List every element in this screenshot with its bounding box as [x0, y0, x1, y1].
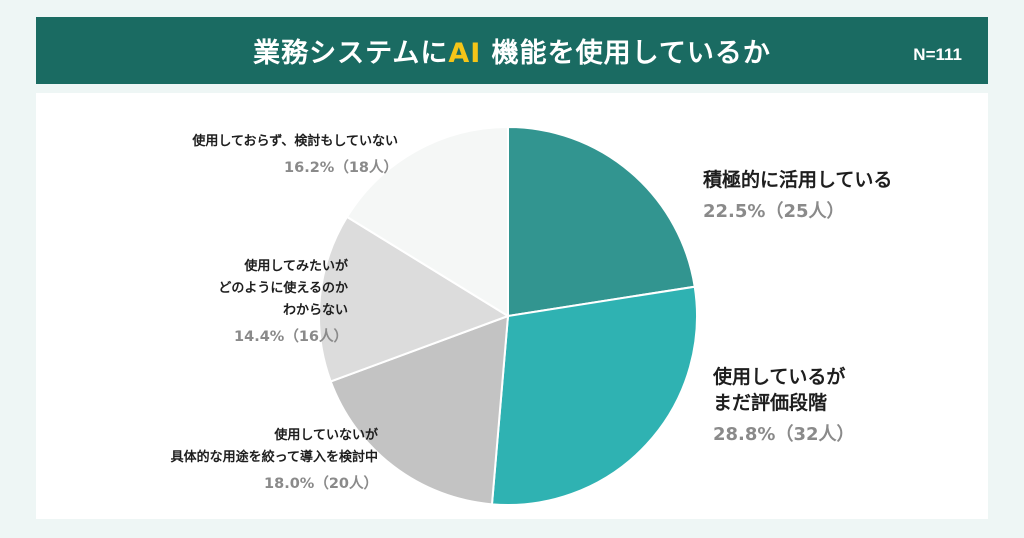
- title-accent: AI: [448, 38, 482, 69]
- pie-slice-2: [329, 314, 510, 506]
- slice-label-0: 積極的に活用している 22.5%（25人）: [703, 167, 892, 225]
- pie-slice-3: [318, 215, 511, 383]
- pie-slice-1: [490, 285, 698, 506]
- chart-header: 業務システムにAI 機能を使用しているか N=111: [36, 17, 988, 84]
- slice-value-label: 18.0%（20人）: [264, 476, 378, 492]
- slice-label-3: 使用してみたいが どのように使えるのか わからない 14.4%（16人）: [218, 256, 348, 348]
- slice-name: 使用していないが 具体的な用途を絞って導入を検討中: [170, 428, 378, 465]
- pie-chart: [318, 125, 698, 506]
- slice-value-label: 28.8%（32人）: [713, 424, 855, 445]
- slice-name: 使用しているが まだ評価段階: [713, 366, 846, 414]
- pie-slice-4: [345, 125, 509, 318]
- slice-label-2: 使用していないが 具体的な用途を絞って導入を検討中 18.0%（20人）: [171, 425, 378, 495]
- slice-name: 使用しておらず、検討もしていない: [192, 134, 398, 149]
- slice-value-label: 14.4%（16人）: [234, 329, 348, 345]
- chart-title: 業務システムにAI 機能を使用しているか: [36, 31, 988, 70]
- pie-slice-0: [507, 125, 696, 318]
- title-part2: 機能を使用しているか: [481, 38, 771, 69]
- slice-name: 使用してみたいが どのように使えるのか わからない: [218, 259, 348, 318]
- slice-name: 積極的に活用している: [703, 169, 893, 191]
- slice-value-label: 22.5%（25人）: [703, 201, 845, 222]
- sample-size-label: N=111: [913, 45, 962, 64]
- title-part1: 業務システムに: [253, 38, 449, 69]
- chart-panel: 積極的に活用している 22.5%（25人） 使用しているが まだ評価段階 28.8…: [36, 93, 988, 519]
- slice-label-1: 使用しているが まだ評価段階 28.8%（32人）: [713, 364, 855, 448]
- slice-label-4: 使用しておらず、検討もしていない 16.2%（18人）: [192, 131, 398, 179]
- slice-value-label: 16.2%（18人）: [284, 160, 398, 176]
